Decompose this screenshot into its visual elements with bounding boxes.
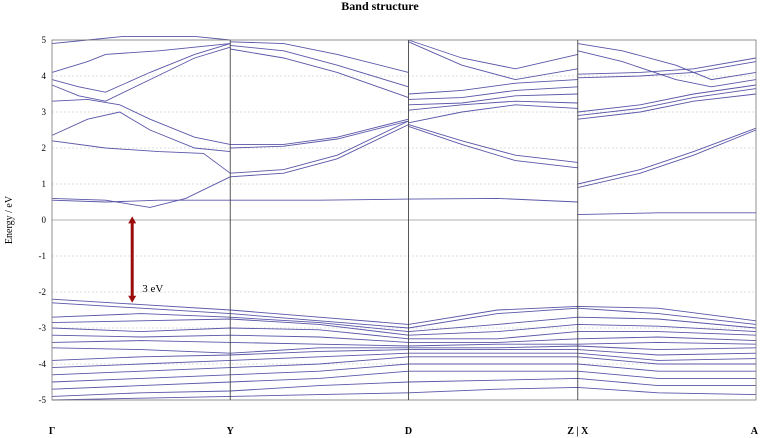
k-point-label-4: A [751, 426, 759, 437]
y-tick-label-3: 2 [42, 143, 47, 153]
band-line-36 [577, 212, 756, 216]
band-line-46 [51, 352, 757, 369]
band-line-6 [51, 140, 231, 174]
band-gap-label: 3 eV [142, 283, 163, 295]
band-line-33 [577, 93, 757, 120]
band-line-49 [51, 370, 756, 390]
band-line-45 [51, 349, 757, 361]
k-point-label-0: Γ [49, 426, 55, 437]
band-gap-arrow-head-bottom [128, 295, 137, 303]
band-line-17 [408, 41, 578, 81]
band-line-18 [408, 39, 578, 70]
band-gap-annotation: 3 eV [128, 216, 163, 303]
band-line-7 [51, 176, 231, 208]
band-line-31 [577, 84, 757, 113]
k-point-label-2: D [405, 426, 412, 437]
band-line-32 [577, 88, 757, 117]
band-line-13 [230, 120, 409, 149]
band-line-19 [408, 79, 578, 95]
band-line-40 [51, 318, 757, 336]
y-tick-labels: 5 4 3 2 1 0 -1 -2 -3 -4 -5 [39, 35, 47, 405]
band-line-30 [577, 61, 757, 79]
band-line-24 [408, 124, 578, 163]
band-line-8 [51, 199, 231, 203]
band-line-2 [51, 43, 231, 93]
band-line-48 [51, 363, 756, 383]
band-line-9 [230, 41, 409, 73]
y-tick-label-7: -2 [39, 287, 47, 297]
y-tick-label-0: 5 [42, 35, 47, 45]
band-line-0 [51, 35, 231, 45]
band-line-51 [51, 386, 757, 401]
chart-title: Band structure [341, 0, 419, 13]
y-tick-label-4: 1 [42, 179, 47, 189]
band-line-4 [51, 98, 231, 145]
band-line-15 [230, 124, 409, 178]
band-line-21 [408, 93, 578, 106]
band-line-11 [230, 48, 409, 99]
k-point-labels: Γ Y D Z | X A [49, 426, 759, 437]
band-line-27 [577, 43, 757, 81]
band-line-28 [577, 50, 757, 88]
y-tick-label-8: -3 [39, 323, 47, 333]
band-line-25 [408, 125, 578, 169]
band-line-26 [408, 197, 578, 203]
band-line-16 [230, 198, 409, 201]
band-line-5 [51, 111, 231, 153]
band-line-50 [51, 377, 756, 397]
k-point-label-3: Z | X [567, 426, 589, 437]
band-line-20 [408, 86, 578, 100]
band-line-12 [230, 118, 409, 145]
band-line-10 [230, 44, 409, 88]
band-line-22 [408, 100, 578, 111]
y-tick-label-5: 0 [42, 215, 47, 225]
band-line-23 [408, 104, 578, 124]
band-line-14 [230, 120, 409, 174]
y-tick-label-6: -1 [39, 251, 47, 261]
band-gap-arrow-head-top [128, 216, 137, 224]
y-tick-label-1: 4 [42, 71, 47, 81]
band-line-3 [51, 46, 231, 102]
band-line-39 [51, 313, 757, 333]
band-line-43 [51, 340, 757, 347]
y-axis-label: Energy / eV [4, 195, 15, 244]
bands [51, 35, 757, 401]
band-line-1 [51, 43, 231, 73]
band-line-29 [577, 57, 757, 75]
plot-frame [51, 39, 757, 401]
band-line-35 [577, 129, 757, 189]
band-line-34 [577, 127, 757, 185]
y-tick-label-9: -4 [39, 359, 47, 369]
y-tick-label-10: -5 [39, 395, 47, 405]
plot-border [51, 39, 757, 401]
k-point-label-1: Y [227, 426, 235, 437]
y-tick-label-2: 3 [42, 107, 47, 117]
